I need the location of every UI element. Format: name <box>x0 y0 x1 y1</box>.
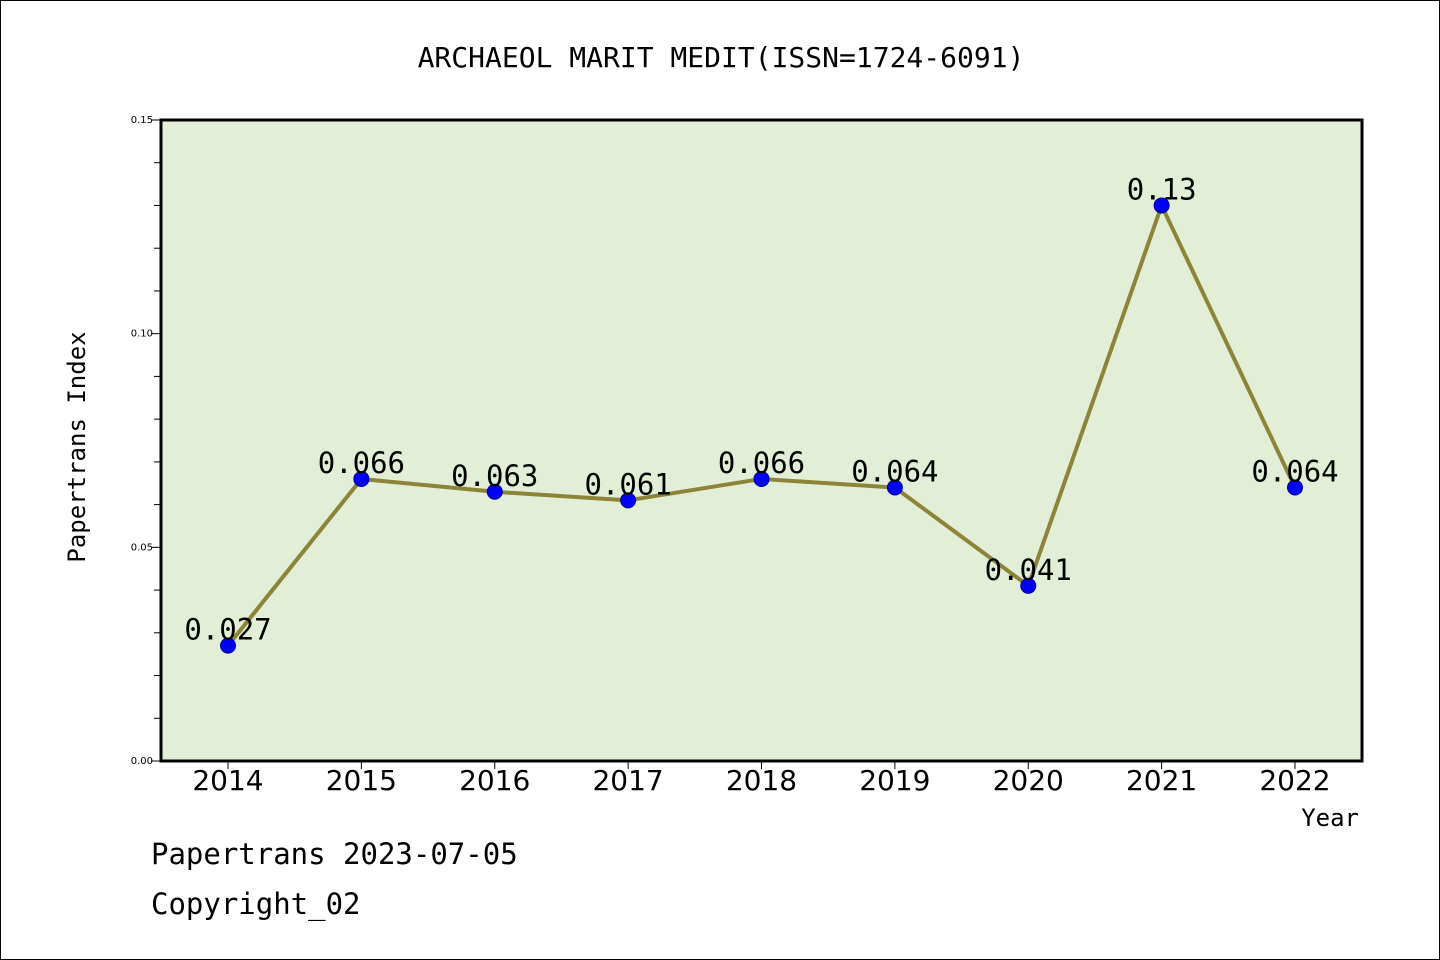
data-label: 0.066 <box>718 446 805 480</box>
y-tick-label: 0.00 <box>131 756 153 767</box>
x-tick-label: 2020 <box>993 764 1064 797</box>
data-label: 0.13 <box>1127 172 1197 206</box>
data-point <box>753 470 770 487</box>
data-point <box>620 492 637 509</box>
data-point <box>353 470 370 487</box>
data-label: 0.066 <box>318 446 405 480</box>
plot-area <box>159 118 1364 763</box>
x-tick-label: 2016 <box>459 764 530 797</box>
x-axis-label: Year <box>1301 804 1359 832</box>
data-point <box>1020 577 1037 594</box>
y-axis-label: Papertrans Index <box>63 331 91 562</box>
data-label: 0.064 <box>851 455 938 489</box>
data-label: 0.064 <box>1251 455 1338 489</box>
y-tick-label: 0.05 <box>131 542 153 553</box>
x-tick-label: 2018 <box>726 764 797 797</box>
data-label: 0.027 <box>184 613 271 647</box>
y-tick-label: 0.10 <box>131 329 153 340</box>
x-tick-label: 2017 <box>592 764 663 797</box>
x-tick-label: 2022 <box>1259 764 1330 797</box>
x-tick-label: 2021 <box>1126 764 1197 797</box>
y-tick-label: 0.15 <box>131 115 153 126</box>
data-label: 0.063 <box>451 459 538 493</box>
data-point <box>886 479 903 496</box>
y-axis: 0.00 0.05 0.10 0.15 <box>131 115 161 767</box>
x-tick-label: 2015 <box>326 764 397 797</box>
data-point <box>1287 479 1303 496</box>
x-tick-label: 2014 <box>192 764 263 797</box>
chart-title: ARCHAEOL MARIT MEDIT(ISSN=1724-6091) <box>418 41 1025 74</box>
x-tick-label: 2019 <box>859 764 930 797</box>
data-point <box>486 483 503 500</box>
x-axis: 2014 2015 2016 2017 2018 2019 2020 2021 2022 <box>192 761 1331 797</box>
data-point <box>220 637 236 654</box>
footer-date-line: Papertrans 2023-07-05 <box>151 837 518 871</box>
data-label: 0.041 <box>985 553 1072 587</box>
data-label-layer: 0.027 0.066 0.063 0.061 0.066 0.064 0.041 0.13 0… <box>184 172 1338 646</box>
footer-copyright-line: Copyright_02 <box>151 887 361 921</box>
series-layer <box>220 197 1303 654</box>
data-point <box>1153 197 1170 214</box>
data-label: 0.061 <box>584 467 671 501</box>
